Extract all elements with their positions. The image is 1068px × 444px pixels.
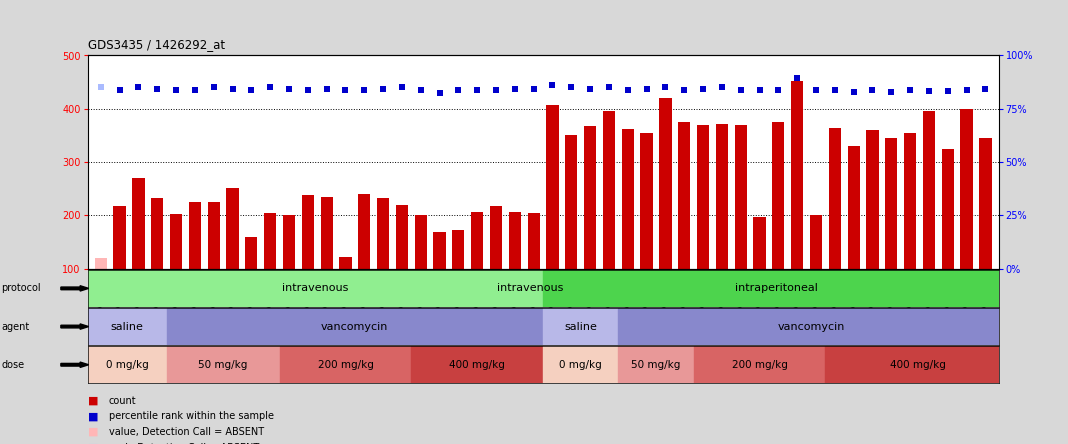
- Bar: [810, 215, 822, 322]
- Text: vancomycin: vancomycin: [321, 321, 389, 332]
- Bar: [264, 213, 277, 322]
- Bar: [340, 257, 351, 322]
- Bar: [189, 202, 201, 322]
- Text: ■: ■: [88, 412, 98, 421]
- Text: saline: saline: [111, 321, 143, 332]
- Bar: [543, 270, 1010, 307]
- Bar: [942, 149, 954, 322]
- Bar: [88, 308, 167, 345]
- Bar: [280, 346, 411, 383]
- Bar: [377, 198, 389, 322]
- Bar: [979, 138, 991, 322]
- Bar: [584, 126, 596, 322]
- Bar: [207, 202, 220, 322]
- Bar: [358, 194, 371, 322]
- Bar: [602, 111, 615, 322]
- Bar: [826, 346, 1010, 383]
- Bar: [246, 237, 257, 322]
- Bar: [753, 218, 766, 322]
- Bar: [791, 80, 803, 322]
- Bar: [283, 215, 295, 322]
- Bar: [641, 133, 653, 322]
- Text: value, Detection Call = ABSENT: value, Detection Call = ABSENT: [109, 427, 264, 437]
- Text: protocol: protocol: [1, 283, 41, 293]
- Text: intravenous: intravenous: [497, 283, 563, 293]
- Bar: [95, 258, 107, 322]
- Bar: [848, 146, 860, 322]
- Bar: [904, 133, 916, 322]
- Bar: [490, 206, 502, 322]
- Text: ■: ■: [88, 427, 98, 437]
- Text: 50 mg/kg: 50 mg/kg: [199, 360, 248, 370]
- Text: ■: ■: [88, 396, 98, 406]
- Bar: [226, 188, 238, 322]
- Bar: [618, 308, 1004, 345]
- Bar: [885, 138, 897, 322]
- Bar: [396, 205, 408, 322]
- Bar: [697, 125, 709, 322]
- Bar: [434, 232, 445, 322]
- Text: rank, Detection Call = ABSENT: rank, Detection Call = ABSENT: [109, 443, 260, 444]
- Bar: [452, 230, 465, 322]
- Text: 50 mg/kg: 50 mg/kg: [631, 360, 680, 370]
- Bar: [88, 270, 543, 307]
- Text: 400 mg/kg: 400 mg/kg: [450, 360, 505, 370]
- Text: GDS3435 / 1426292_at: GDS3435 / 1426292_at: [88, 38, 224, 51]
- Bar: [508, 212, 521, 322]
- Bar: [829, 128, 841, 322]
- Text: 200 mg/kg: 200 mg/kg: [732, 360, 787, 370]
- Text: 200 mg/kg: 200 mg/kg: [317, 360, 374, 370]
- Bar: [866, 130, 879, 322]
- Text: vancomycin: vancomycin: [778, 321, 845, 332]
- Bar: [565, 135, 578, 322]
- Bar: [547, 105, 559, 322]
- Bar: [543, 308, 618, 345]
- Bar: [411, 346, 543, 383]
- Bar: [659, 98, 672, 322]
- Bar: [320, 197, 333, 322]
- Bar: [528, 213, 539, 322]
- Text: percentile rank within the sample: percentile rank within the sample: [109, 412, 273, 421]
- Bar: [167, 308, 543, 345]
- Bar: [618, 346, 693, 383]
- Bar: [301, 195, 314, 322]
- Bar: [923, 111, 936, 322]
- Bar: [678, 122, 690, 322]
- Bar: [414, 215, 427, 322]
- Text: 0 mg/kg: 0 mg/kg: [560, 360, 602, 370]
- Text: intravenous: intravenous: [282, 283, 348, 293]
- Text: intraperitoneal: intraperitoneal: [735, 283, 818, 293]
- Bar: [88, 346, 167, 383]
- Text: dose: dose: [1, 360, 25, 370]
- Bar: [151, 198, 163, 322]
- Text: agent: agent: [1, 321, 29, 332]
- Text: ■: ■: [88, 443, 98, 444]
- Bar: [716, 124, 728, 322]
- Bar: [170, 214, 183, 322]
- Bar: [471, 212, 484, 322]
- Bar: [132, 178, 144, 322]
- Bar: [772, 122, 785, 322]
- Bar: [113, 206, 126, 322]
- Bar: [167, 346, 280, 383]
- Text: 400 mg/kg: 400 mg/kg: [890, 360, 945, 370]
- Bar: [622, 129, 634, 322]
- Bar: [543, 346, 618, 383]
- Bar: [735, 125, 747, 322]
- Text: 0 mg/kg: 0 mg/kg: [106, 360, 148, 370]
- Text: count: count: [109, 396, 137, 406]
- Bar: [693, 346, 826, 383]
- Bar: [960, 109, 973, 322]
- Text: saline: saline: [564, 321, 597, 332]
